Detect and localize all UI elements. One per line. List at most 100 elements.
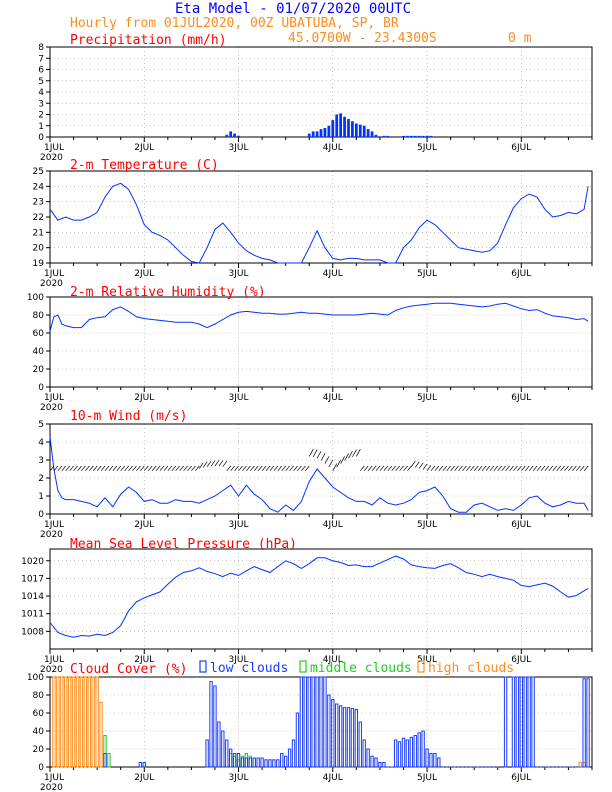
mslp-y-axis: 1008 1011 1014 1017 1020 [21,557,50,637]
cloud-bar [103,753,107,768]
cloud-bar [370,755,374,768]
wind-y-axis: 0 1 2 3 4 5 [38,420,50,520]
legend-label-0: low clouds [210,661,288,676]
cloud-bar [327,694,331,768]
rh-xtick-label: 5JUL [417,393,437,403]
wind-frame [49,423,593,515]
wind-barb [360,465,365,472]
cloud-ytick-label: 20 [33,745,45,755]
cloud-bar [75,676,80,768]
cloud-bar [272,759,276,768]
wind-barb [501,465,506,472]
rh-xtick-label: 2JUL [134,393,154,403]
cloud-bar [437,757,441,768]
wind-barb [100,465,106,472]
wind-ytick-label: 1 [38,492,44,502]
cloud-bar [342,707,347,768]
wind-barb [411,460,416,467]
cloud-xtick-label: 1JUL [44,773,64,783]
cloud-xtick-label: 6JUL [511,773,531,783]
wind-barb [191,465,196,472]
temp-ytick-label: 21 [33,228,44,238]
wind-barb [426,464,432,472]
rh-panel: 0 20 40 60 80 100 1JUL 2JUL 3JUL 4JUL 5JUL 6JUL 2020… [27,285,593,413]
wind-barb [544,465,550,472]
wind-barb [505,465,510,472]
cloud-bar [511,676,516,768]
wind-barb [375,465,381,472]
cloud-bar [228,748,233,768]
cloud-bar [260,757,264,768]
cloud-bar [358,721,362,768]
precip-bar [323,128,327,137]
wind-barb [462,465,467,472]
rh-xtick-label: 4JUL [323,393,343,403]
precip-ytick-label: 5 [38,77,44,87]
wind-barb [446,465,451,472]
cloud-bar [217,721,221,768]
mslp-data [49,555,589,638]
cloud-bar [99,701,103,768]
wind-barb [466,465,471,472]
wind-barb [175,465,180,472]
precip-bar [362,125,366,137]
cloud-bar [307,676,311,768]
wind-barb [187,465,192,472]
temp-xtick-label: 1JUL [44,269,64,279]
cloud-bar [417,732,421,768]
wind-xtick-label: 6JUL [511,520,531,530]
wind-barb [371,465,377,472]
wind-barb [214,460,220,467]
wind-barb [230,465,235,472]
wind-barb [269,465,275,472]
legend-label-1: middle clouds [310,661,412,676]
precip-xtick-label: 2JUL [134,143,154,153]
wind-barb [524,465,530,472]
precip-ytick-label: 0 [38,133,44,143]
wind-barb [328,459,334,468]
cloud-ytick-label: 80 [33,691,45,701]
wind-barb [77,465,82,472]
cloud-bar [503,676,508,768]
wind-barb [206,460,212,467]
chart-title: Eta Model - 01/07/2020 00UTC [175,1,411,17]
cloud-bar [413,735,417,768]
precip-bar [351,121,354,137]
wind-barb [124,465,129,472]
wind-barb [469,465,475,472]
wind-barb [222,460,228,467]
wind-barb [273,465,279,472]
precip-bar [354,123,358,137]
wind-barb [277,465,283,472]
cloud-xtick-label: 4JUL [323,773,343,783]
cloud-bar [232,753,237,768]
cloud-bar [60,676,64,768]
precip-bar [339,113,343,137]
wind-barb [395,465,400,472]
cloud-bar [433,753,437,768]
cloud-bar [252,757,256,768]
precip-bar [343,116,346,137]
wind-barb [89,465,94,472]
wind-barb [348,450,353,459]
rh-series-line [49,302,589,332]
temp-title: 2-m Temperature (C) [70,158,219,173]
wind-barb [218,460,224,467]
cloud-bar [523,676,527,768]
wind-barb [257,465,263,472]
wind-barb [61,465,67,472]
wind-barb [450,465,455,472]
wind-barb [151,465,157,472]
temp-ytick-label: 19 [33,259,45,269]
legend-swatch-2 [417,660,425,673]
cloud-bar [107,753,111,768]
wind-barb [564,465,569,472]
precip-bar [237,135,240,137]
wind-barb [407,465,412,472]
wind-barb [195,465,200,472]
wind-barb [536,465,542,472]
precip-bar [315,131,319,137]
precip-bar [421,135,425,137]
wind-barb [65,465,70,472]
cloud-bar [240,757,245,768]
